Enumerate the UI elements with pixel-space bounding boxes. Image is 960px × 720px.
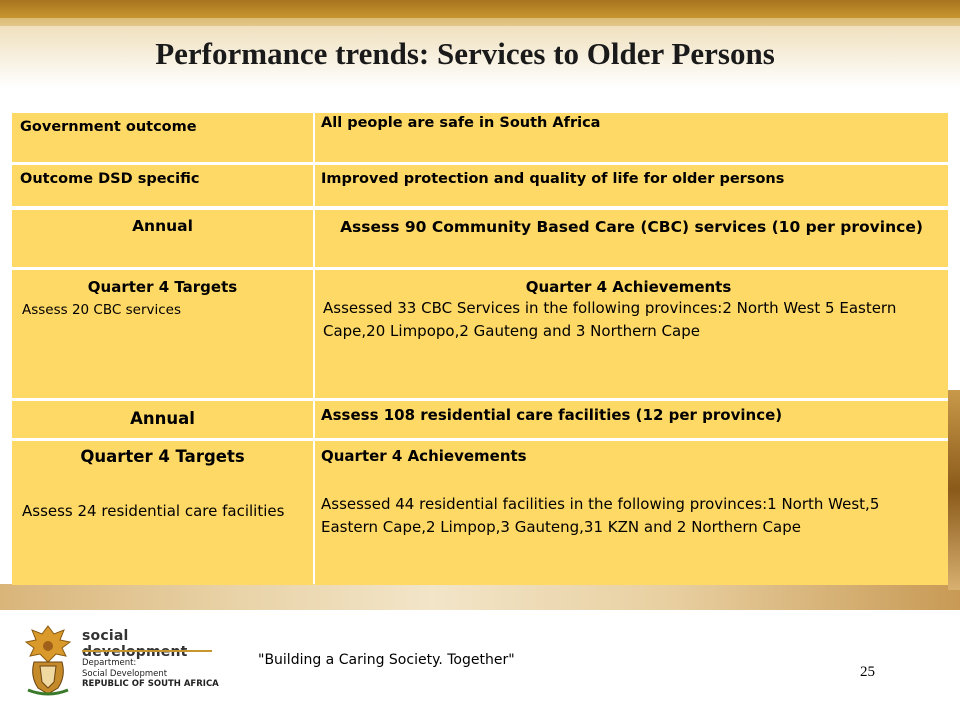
outcome-dsd-label: Outcome DSD specific	[12, 165, 313, 206]
cbc-annual-value: Assess 90 Community Based Care (CBC) ser…	[315, 210, 948, 267]
footer-slogan: "Building a Caring Society. Together"	[258, 652, 515, 668]
cbc-achievements-text: Assessed 33 CBC Services in the followin…	[323, 299, 897, 340]
government-outcome-label: Government outcome	[12, 113, 313, 162]
residential-targets-cell: Quarter 4 Targets Assess 24 residential …	[12, 441, 313, 585]
cbc-achievements-heading: Quarter 4 Achievements	[525, 278, 732, 296]
brand-divider	[82, 650, 212, 652]
page-number: 25	[860, 664, 875, 680]
residential-targets-heading: Quarter 4 Targets	[80, 447, 245, 466]
cbc-targets-text: Assess 20 CBC services	[22, 302, 181, 318]
cbc-targets-cell: Quarter 4 Targets Assess 20 CBC services	[12, 270, 313, 398]
dept-line-1: Department:	[82, 658, 137, 668]
department-logo: social development Department: Social De…	[20, 622, 220, 700]
residential-targets-text: Assess 24 residential care facilities	[22, 502, 285, 520]
slide-title: Performance trends: Services to Older Pe…	[155, 36, 775, 71]
department-text: Department: Social Development REPUBLIC …	[82, 658, 219, 690]
cbc-achievements-cell: Quarter 4 Achievements Assessed 33 CBC S…	[315, 270, 948, 398]
residential-annual-label: Annual	[12, 401, 313, 438]
bottom-decorative-band	[0, 584, 960, 610]
brand-name: social development	[82, 628, 188, 660]
cbc-targets-heading: Quarter 4 Targets	[87, 278, 238, 296]
cbc-annual-label: Annual	[12, 210, 313, 267]
top-decorative-swoosh	[0, 18, 960, 88]
dept-line-2: Social Development	[82, 668, 168, 679]
coat-of-arms-icon	[24, 625, 72, 696]
government-outcome-value: All people are safe in South Africa	[315, 113, 948, 162]
residential-achievements-cell: Quarter 4 Achievements Assessed 44 resid…	[315, 441, 948, 585]
residential-achievements-text: Assessed 44 residential facilities in th…	[321, 495, 880, 536]
right-decorative-strip	[948, 390, 960, 590]
outcome-dsd-value: Improved protection and quality of life …	[315, 165, 948, 206]
residential-achievements-heading: Quarter 4 Achievements	[321, 447, 527, 465]
country-name: REPUBLIC OF SOUTH AFRICA	[82, 679, 219, 689]
residential-annual-value: Assess 108 residential care facilities (…	[315, 401, 948, 438]
